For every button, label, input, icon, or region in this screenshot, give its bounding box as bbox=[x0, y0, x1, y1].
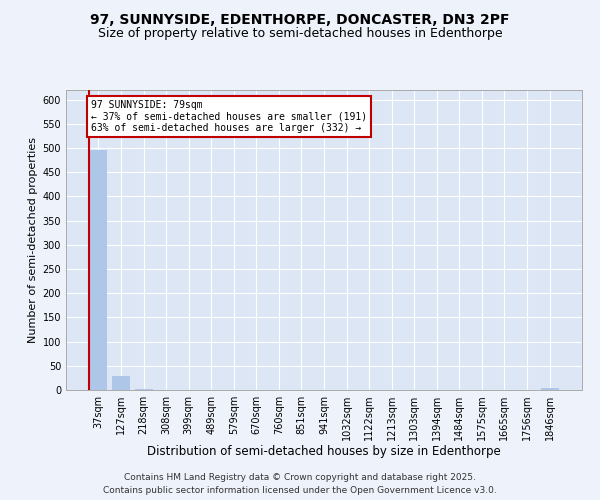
Text: 97 SUNNYSIDE: 79sqm
← 37% of semi-detached houses are smaller (191)
63% of semi-: 97 SUNNYSIDE: 79sqm ← 37% of semi-detach… bbox=[91, 100, 367, 133]
Text: Size of property relative to semi-detached houses in Edenthorpe: Size of property relative to semi-detach… bbox=[98, 28, 502, 40]
Text: Contains HM Land Registry data © Crown copyright and database right 2025.
Contai: Contains HM Land Registry data © Crown c… bbox=[103, 474, 497, 495]
Bar bbox=[134, 389, 152, 390]
Text: 97, SUNNYSIDE, EDENTHORPE, DONCASTER, DN3 2PF: 97, SUNNYSIDE, EDENTHORPE, DONCASTER, DN… bbox=[90, 12, 510, 26]
Bar bbox=[541, 388, 559, 390]
Bar bbox=[112, 376, 130, 390]
Bar bbox=[89, 150, 107, 390]
X-axis label: Distribution of semi-detached houses by size in Edenthorpe: Distribution of semi-detached houses by … bbox=[147, 444, 501, 458]
Y-axis label: Number of semi-detached properties: Number of semi-detached properties bbox=[28, 137, 38, 343]
